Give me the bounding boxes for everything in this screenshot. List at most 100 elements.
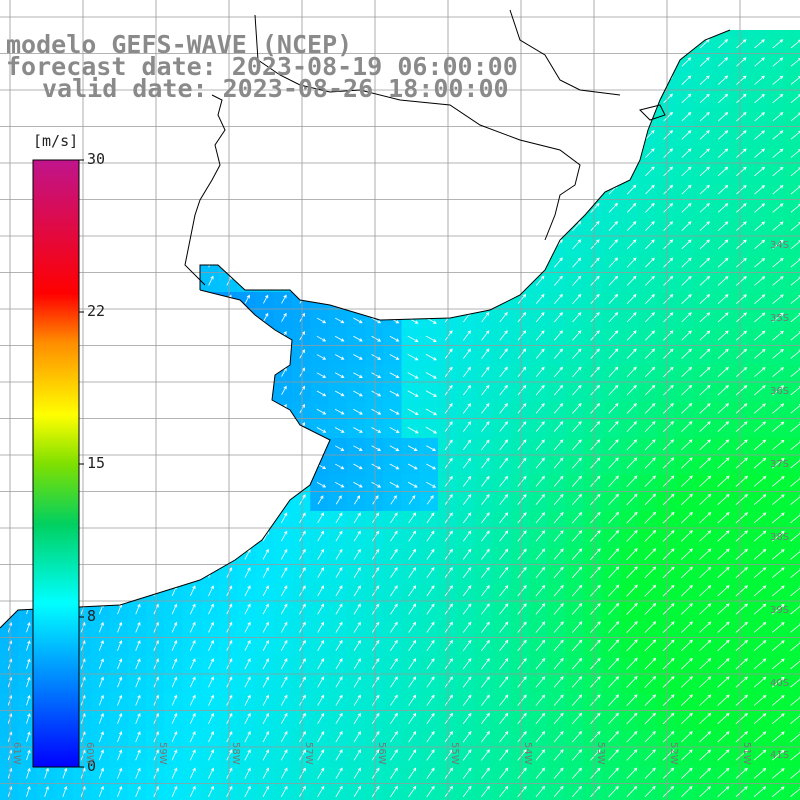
wind-arrow: [663, 384, 674, 396]
wind-cell: [255, 474, 275, 494]
wind-arrow: [244, 621, 251, 633]
wind-arrow: [735, 694, 748, 706]
wind-arrow: [262, 422, 269, 432]
wind-cell: [328, 273, 348, 293]
wind-arrow: [263, 312, 269, 322]
wind-arrow: [717, 130, 729, 140]
wind-cell: [565, 109, 585, 129]
wind-cell: [255, 419, 275, 439]
wind-cell: [474, 784, 494, 800]
wind-arrow: [26, 386, 31, 395]
wind-cell: [127, 328, 147, 348]
wind-arrow: [754, 57, 765, 67]
wind-arrow: [407, 426, 419, 434]
wind-arrow: [208, 785, 214, 798]
wind-cell: [511, 237, 530, 256]
wind-arrow: [316, 427, 327, 433]
wind-arrow: [517, 129, 526, 140]
wind-arrow: [317, 712, 325, 725]
wind-cell: [784, 219, 800, 238]
wind-cell: [109, 292, 129, 311]
wind-arrow: [681, 111, 692, 122]
wind-cell: [365, 109, 384, 129]
wind-arrow: [354, 294, 361, 304]
wind-arrow: [571, 548, 583, 560]
wind-arrow: [553, 348, 564, 359]
wind-arrow: [699, 294, 711, 304]
wind-arrow: [553, 712, 564, 725]
wind-arrow: [317, 621, 325, 633]
wind-arrow: [663, 348, 674, 359]
wind-cell: [492, 292, 512, 311]
wind-arrow: [390, 603, 398, 615]
wind-cell: [109, 419, 129, 439]
wind-arrow: [499, 275, 508, 286]
wind-arrow: [353, 731, 361, 743]
wind-arrow: [699, 767, 712, 779]
wind-cell: [18, 0, 37, 19]
wind-arrow: [499, 403, 508, 414]
wind-arrow: [608, 421, 619, 433]
wind-arrow: [463, 257, 471, 268]
wind-arrow: [371, 621, 380, 633]
wind-arrow: [408, 220, 416, 231]
wind-cell: [438, 164, 457, 183]
wind-arrow: [571, 712, 583, 725]
wind-arrow: [135, 712, 141, 724]
wind-cell: [547, 36, 567, 56]
colorbar-gradient: [32, 159, 80, 768]
colorbar-tick-label: 22: [87, 302, 106, 320]
wind-arrow: [371, 585, 380, 597]
wind-arrow: [735, 494, 748, 506]
wind-arrow: [244, 385, 250, 395]
wind-cell: [346, 292, 366, 311]
wind-cell: [456, 164, 475, 183]
wind-arrow: [444, 366, 453, 378]
wind-cell: [365, 255, 384, 275]
wind-cell: [492, 182, 512, 202]
wind-arrow: [444, 257, 453, 268]
wind-arrow: [645, 3, 653, 12]
wind-cell: [584, 36, 603, 56]
wind-arrow: [281, 129, 287, 140]
wind-cell: [565, 36, 585, 56]
wind-cell: [511, 255, 530, 275]
wind-arrow: [117, 640, 123, 651]
wind-cell: [109, 584, 129, 603]
wind-cell: [0, 255, 19, 275]
wind-cell: [784, 529, 800, 548]
wind-cell: [146, 146, 165, 165]
wind-arrow: [280, 785, 288, 798]
wind-arrow: [208, 676, 214, 688]
wind-cell: [91, 492, 110, 512]
wind-arrow: [553, 566, 564, 579]
wind-arrow: [208, 312, 214, 322]
wind-arrow: [662, 657, 675, 670]
wind-arrow: [681, 30, 692, 31]
wind-arrow: [590, 657, 601, 670]
wind-cell: [91, 200, 110, 220]
wind-cell: [767, 0, 786, 19]
wind-arrow: [753, 713, 767, 725]
wind-cell: [219, 310, 238, 329]
wind-arrow: [535, 384, 545, 396]
wind-arrow: [282, 3, 287, 12]
wind-arrow: [372, 257, 379, 268]
wind-cell: [219, 328, 238, 348]
wind-cell: [365, 182, 384, 202]
wind-arrow: [62, 148, 67, 158]
wind-arrow: [26, 221, 31, 231]
wind-arrow: [463, 184, 471, 195]
wind-arrow: [317, 512, 324, 524]
wind-cell: [146, 419, 165, 439]
wind-cell: [273, 255, 293, 275]
wind-arrow: [608, 312, 619, 323]
wind-arrow: [208, 403, 214, 414]
wind-arrow: [281, 239, 287, 250]
wind-cell: [511, 273, 530, 293]
wind-arrow: [535, 111, 545, 122]
wind-arrow: [408, 30, 416, 31]
wind-cell: [346, 237, 366, 256]
wind-arrow: [481, 184, 490, 195]
wind-arrow: [280, 457, 288, 469]
